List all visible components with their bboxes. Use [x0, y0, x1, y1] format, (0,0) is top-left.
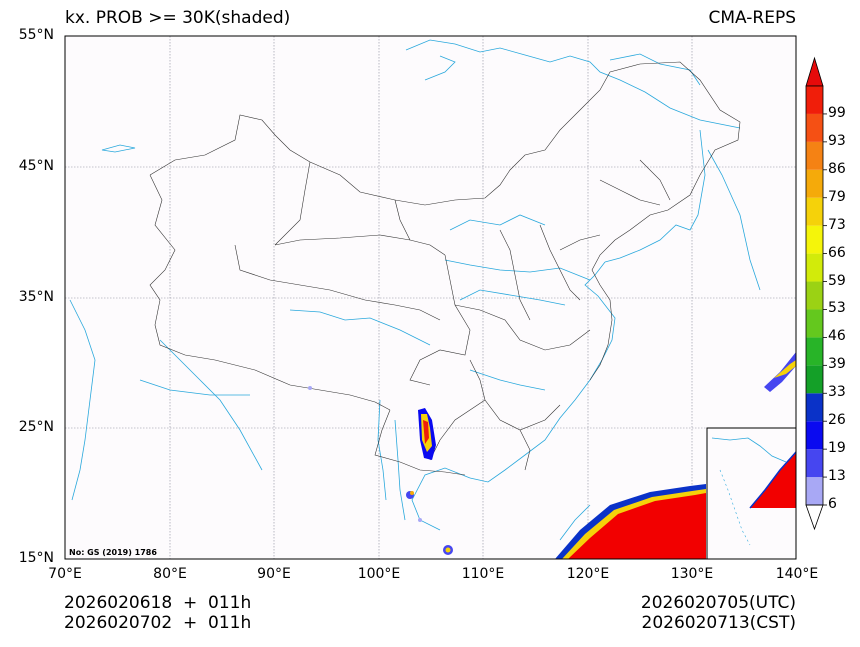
colorbar-segment [806, 169, 823, 198]
colorbar-label: 39 [828, 356, 846, 373]
graticule [65, 36, 796, 559]
lon-label-120: 120°E [566, 566, 610, 582]
valid-time-block: 2026020705(UTC) 2026020713(CST) [641, 593, 796, 633]
lon-label-130: 130°E [670, 566, 714, 582]
lon-label-110: 110°E [461, 566, 505, 582]
colorbar-extend-max [805, 56, 824, 87]
lon-label-70: 70°E [48, 566, 82, 582]
colorbar-label: 33 [828, 384, 846, 401]
inset-map-south-china-sea [706, 427, 797, 560]
lon-label-100: 100°E [357, 566, 401, 582]
colorbar-segment [806, 309, 823, 338]
colorbar-label: 6 [828, 496, 837, 512]
colorbar-segment [806, 113, 823, 142]
valid-time-utc: 2026020705(UTC) [640, 593, 796, 613]
colorbar-segment [806, 86, 823, 114]
colorbar-label: 13 [828, 468, 846, 485]
lat-label-25: 25°N [18, 419, 54, 435]
colorbar-label: 86 [828, 160, 846, 177]
valid-time-cst: 2026020713(CST) [641, 613, 796, 633]
map-title: kx. PROB >= 30K(shaded) [65, 8, 291, 28]
colorbar-label: 26 [828, 412, 846, 429]
colorbar-segment [806, 365, 823, 394]
colorbar-segment [806, 477, 823, 505]
lon-label-90: 90°E [257, 566, 291, 582]
colorbar-segment [806, 281, 823, 310]
lat-label-35: 35°N [18, 289, 54, 305]
lon-label-80: 80°E [153, 566, 187, 582]
colorbar-segment [806, 421, 823, 450]
lat-label-45: 45°N [18, 158, 54, 174]
colorbar-label: 53 [828, 300, 846, 317]
model-name: CMA-REPS [708, 8, 796, 28]
province-borders [149, 61, 741, 476]
lat-label-55: 55°N [18, 27, 54, 43]
colorbar-label: 79 [828, 188, 846, 205]
map-background [65, 36, 796, 559]
lon-label-140: 140°E [775, 566, 819, 582]
lat-label-15: 15°N [18, 550, 54, 566]
colorbar-label: 93 [828, 132, 846, 149]
colorbar-label: 99 [828, 104, 846, 121]
colorbar-frame [805, 85, 824, 506]
colorbar-label: 46 [828, 328, 846, 345]
colorbar-segment [806, 449, 823, 478]
probability-shading-west [308, 386, 453, 555]
colorbar-label: 73 [828, 216, 846, 233]
colorbar-label: 59 [828, 272, 846, 289]
init-time-utc: 2026020618 + 011h [64, 593, 252, 613]
colorbar-label: 66 [828, 244, 846, 261]
coastlines-rivers [69, 39, 769, 541]
colorbar-segment [806, 393, 823, 422]
map-approval-number: No: GS (2019) 1786 [69, 548, 157, 557]
colorbar-segment [806, 337, 823, 366]
init-time-cst: 2026020702 + 011h [64, 613, 252, 633]
colorbar-segment [806, 141, 823, 170]
map-frame [64, 35, 797, 560]
colorbar-label: 19 [828, 440, 846, 457]
colorbar-segment [806, 225, 823, 254]
colorbar-extend-min [805, 504, 824, 531]
init-time-block: 2026020618 + 011h 2026020702 + 011h [64, 593, 251, 633]
colorbar-segment [806, 253, 823, 282]
probability-shading-sea [555, 352, 796, 559]
colorbar-segment [806, 197, 823, 226]
colorbar [805, 56, 827, 531]
